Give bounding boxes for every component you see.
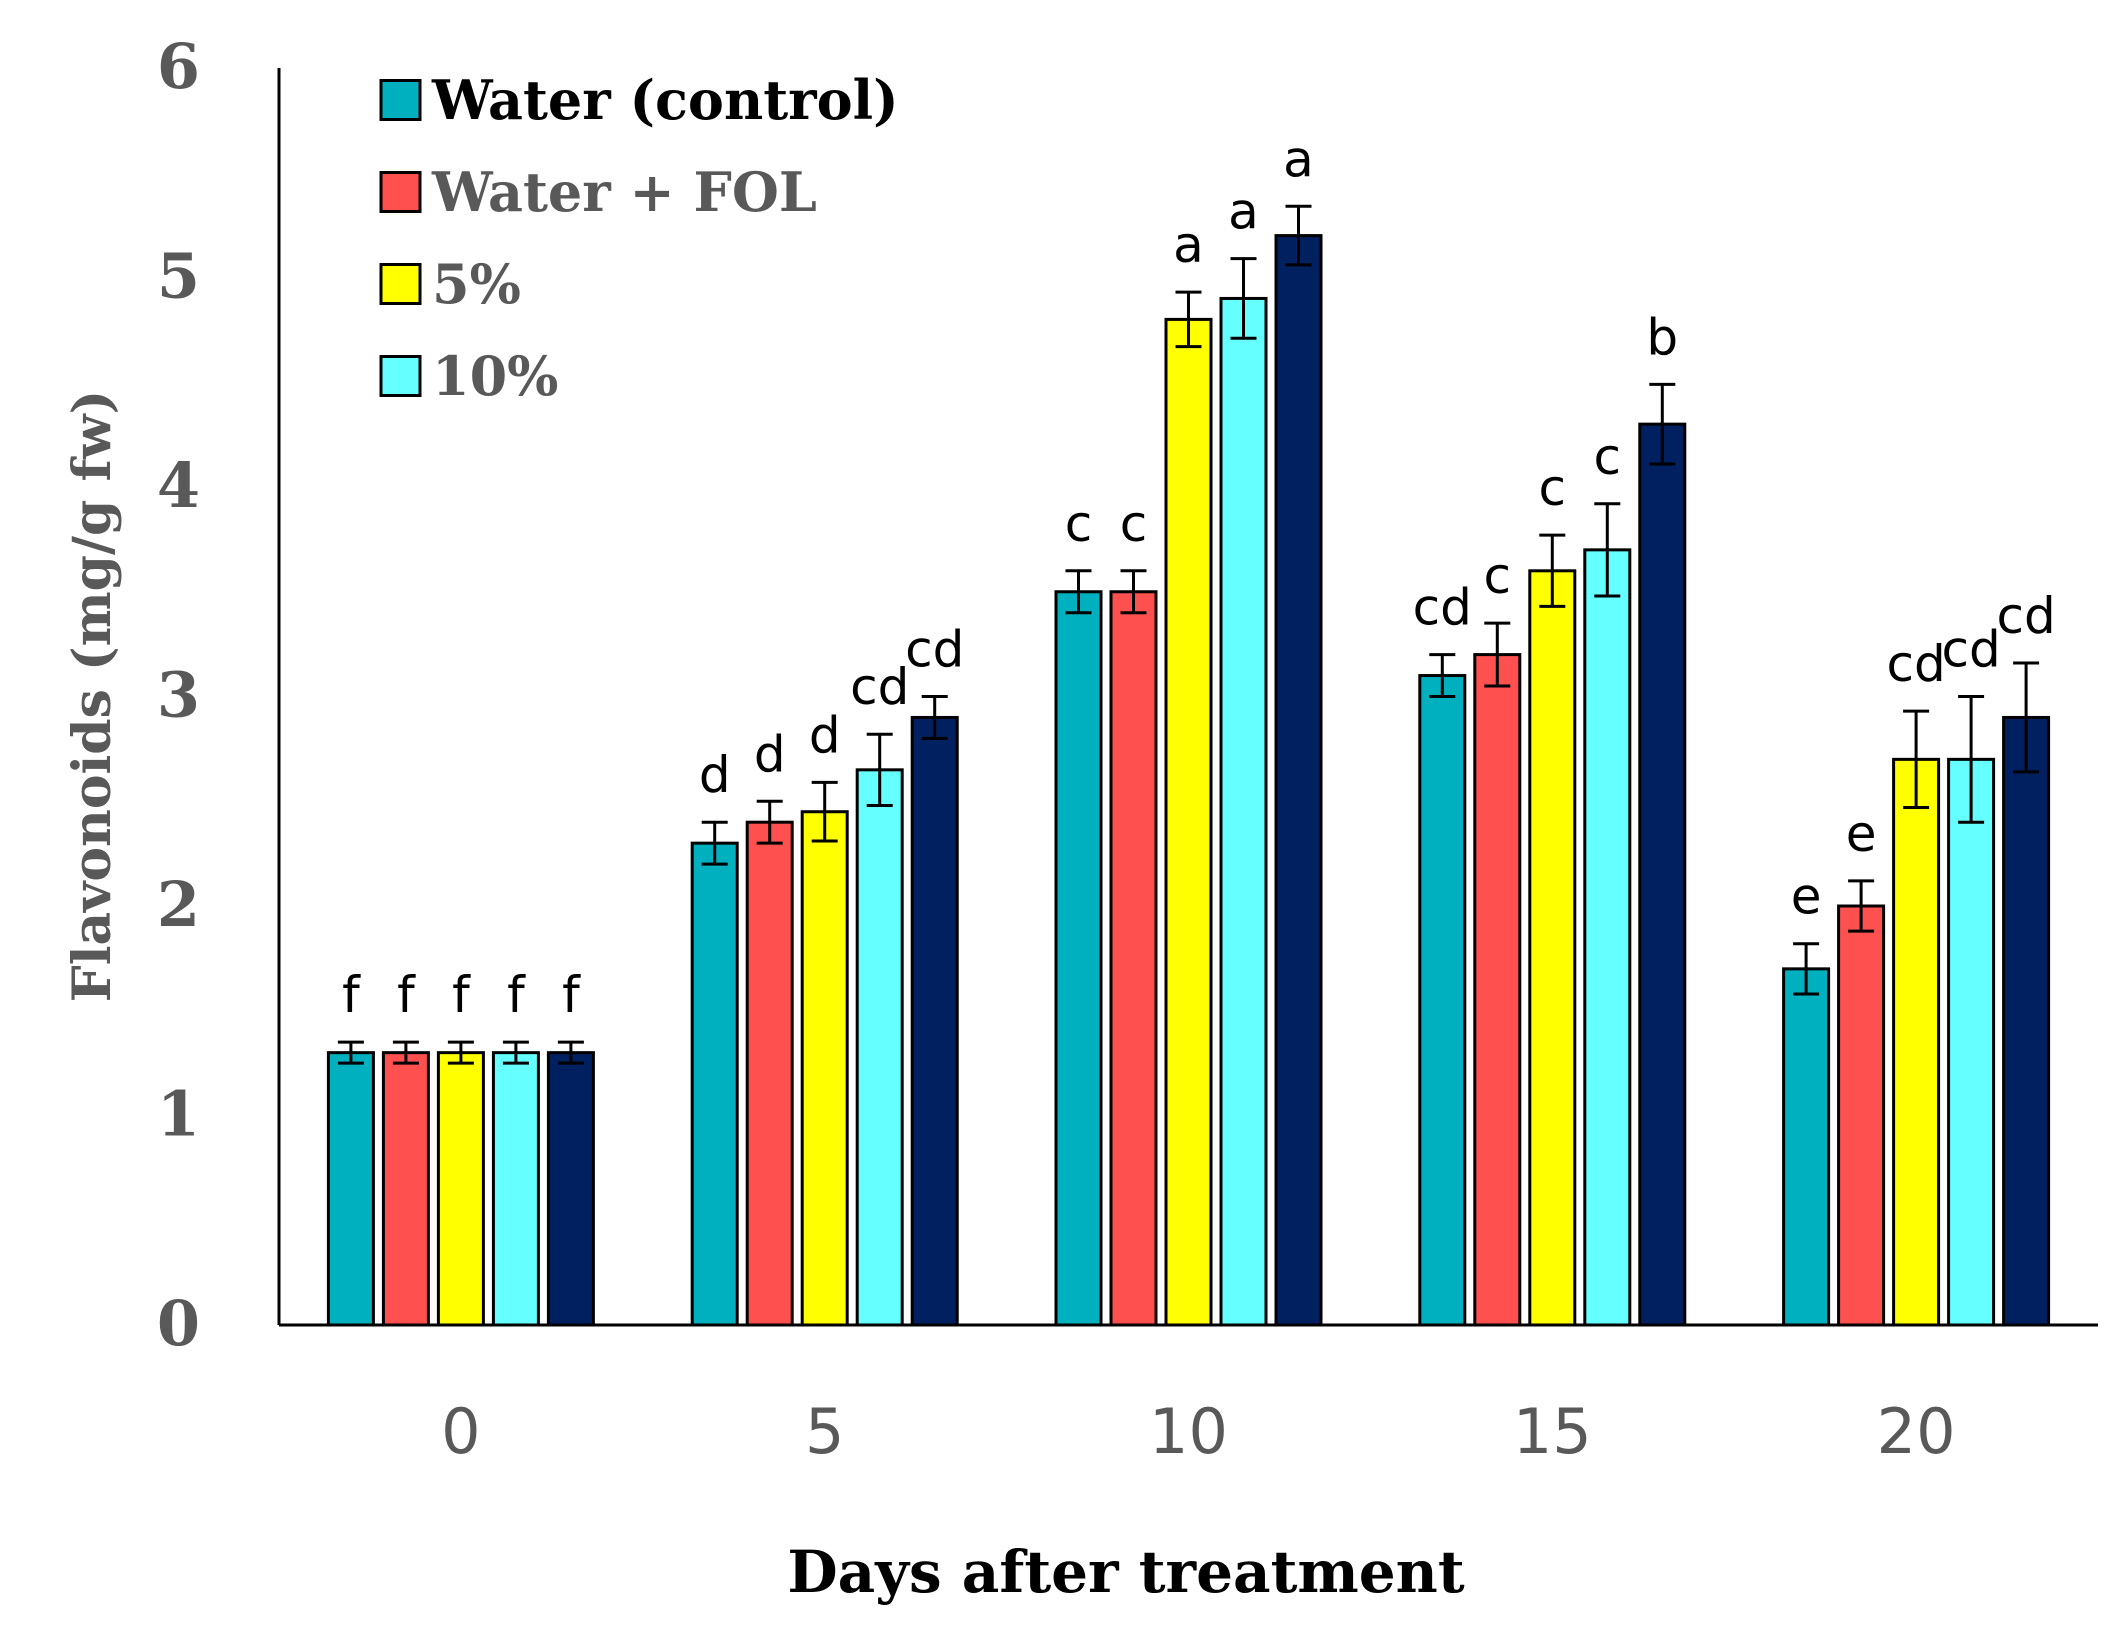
y-tick-label: 1	[157, 1078, 200, 1151]
significance-label: c	[1484, 547, 1512, 605]
y-tick-label: 2	[157, 868, 200, 941]
bar	[546, 1051, 595, 1327]
legend: Water (control) Water + FOL 5% 10%	[379, 68, 899, 408]
bar	[1109, 590, 1158, 1327]
bar	[910, 715, 959, 1327]
x-axis-label: Days after treatment	[787, 1538, 1464, 1606]
y-tick-label: 5	[157, 240, 200, 313]
x-tick-label: 5	[805, 1395, 844, 1468]
bar	[436, 1051, 485, 1327]
legend-swatch	[379, 171, 422, 213]
bar	[855, 768, 904, 1327]
bar	[800, 810, 849, 1327]
y-tick-label: 6	[157, 30, 200, 103]
error-bars	[337, 204, 2040, 1065]
bars	[326, 234, 2051, 1327]
bar	[690, 841, 739, 1327]
significance-label: f	[342, 966, 361, 1024]
significance-label: d	[754, 725, 786, 783]
significance-label: c	[1065, 495, 1093, 553]
significance-label: f	[397, 966, 416, 1024]
significance-label: f	[562, 966, 581, 1024]
bar	[1418, 674, 1467, 1327]
x-tick-label: 10	[1149, 1395, 1228, 1468]
bar	[1638, 422, 1687, 1327]
significance-label: c	[1120, 495, 1148, 553]
bar	[1837, 904, 1886, 1327]
significance-label: d	[699, 746, 731, 804]
significance-label: cd	[1996, 587, 2055, 645]
significance-label: e	[1791, 868, 1822, 926]
legend-swatch	[379, 79, 422, 121]
x-tick-label: 15	[1513, 1395, 1592, 1468]
significance-label: cd	[1886, 635, 1945, 693]
bar	[1054, 590, 1103, 1327]
bar	[1947, 757, 1996, 1327]
y-tick-label: 0	[157, 1287, 200, 1360]
bar	[1892, 757, 1941, 1327]
significance-label: c	[1594, 428, 1622, 486]
significance-label: b	[1646, 308, 1678, 366]
bar	[1473, 653, 1522, 1327]
significance-label: e	[1846, 805, 1877, 863]
bar	[1219, 296, 1268, 1327]
bar	[491, 1051, 540, 1327]
bar	[381, 1051, 430, 1327]
x-tick-label: 20	[1877, 1395, 1956, 1468]
bar	[2002, 715, 2051, 1327]
bar	[326, 1051, 375, 1327]
significance-label: f	[507, 966, 526, 1024]
significance-label: f	[452, 966, 471, 1024]
y-axis-label: Flavonoids (mg/g fw)	[62, 390, 123, 1002]
legend-label: 5%	[432, 252, 521, 316]
significance-label: cd	[1413, 579, 1472, 637]
significance-label: d	[809, 706, 841, 764]
legend-label: 10%	[432, 344, 558, 408]
bar	[1583, 548, 1632, 1327]
y-tick-label: 4	[157, 449, 200, 522]
significance-label: cd	[1941, 621, 2000, 679]
significance-label: cd	[905, 621, 964, 679]
bar	[1528, 569, 1577, 1327]
x-tick-label: 0	[441, 1395, 480, 1468]
legend-label: Water + FOL	[431, 160, 817, 224]
x-tick-labels: 0 5 10 15 20	[441, 1395, 1955, 1468]
y-tick-labels: 0 1 2 3 4 5 6	[157, 30, 200, 1360]
bar	[1164, 317, 1213, 1327]
bar	[1274, 234, 1323, 1327]
significance-label: a	[1228, 183, 1259, 241]
significance-label: c	[1539, 459, 1567, 517]
legend-swatch	[379, 263, 422, 305]
significance-label: cd	[850, 658, 909, 716]
legend-label: Water (control)	[431, 68, 899, 132]
bar	[1782, 967, 1831, 1327]
legend-swatch	[379, 355, 422, 397]
significance-label: a	[1283, 130, 1314, 188]
y-tick-label: 3	[157, 659, 200, 732]
significance-label: a	[1173, 216, 1204, 274]
bar	[745, 820, 794, 1327]
